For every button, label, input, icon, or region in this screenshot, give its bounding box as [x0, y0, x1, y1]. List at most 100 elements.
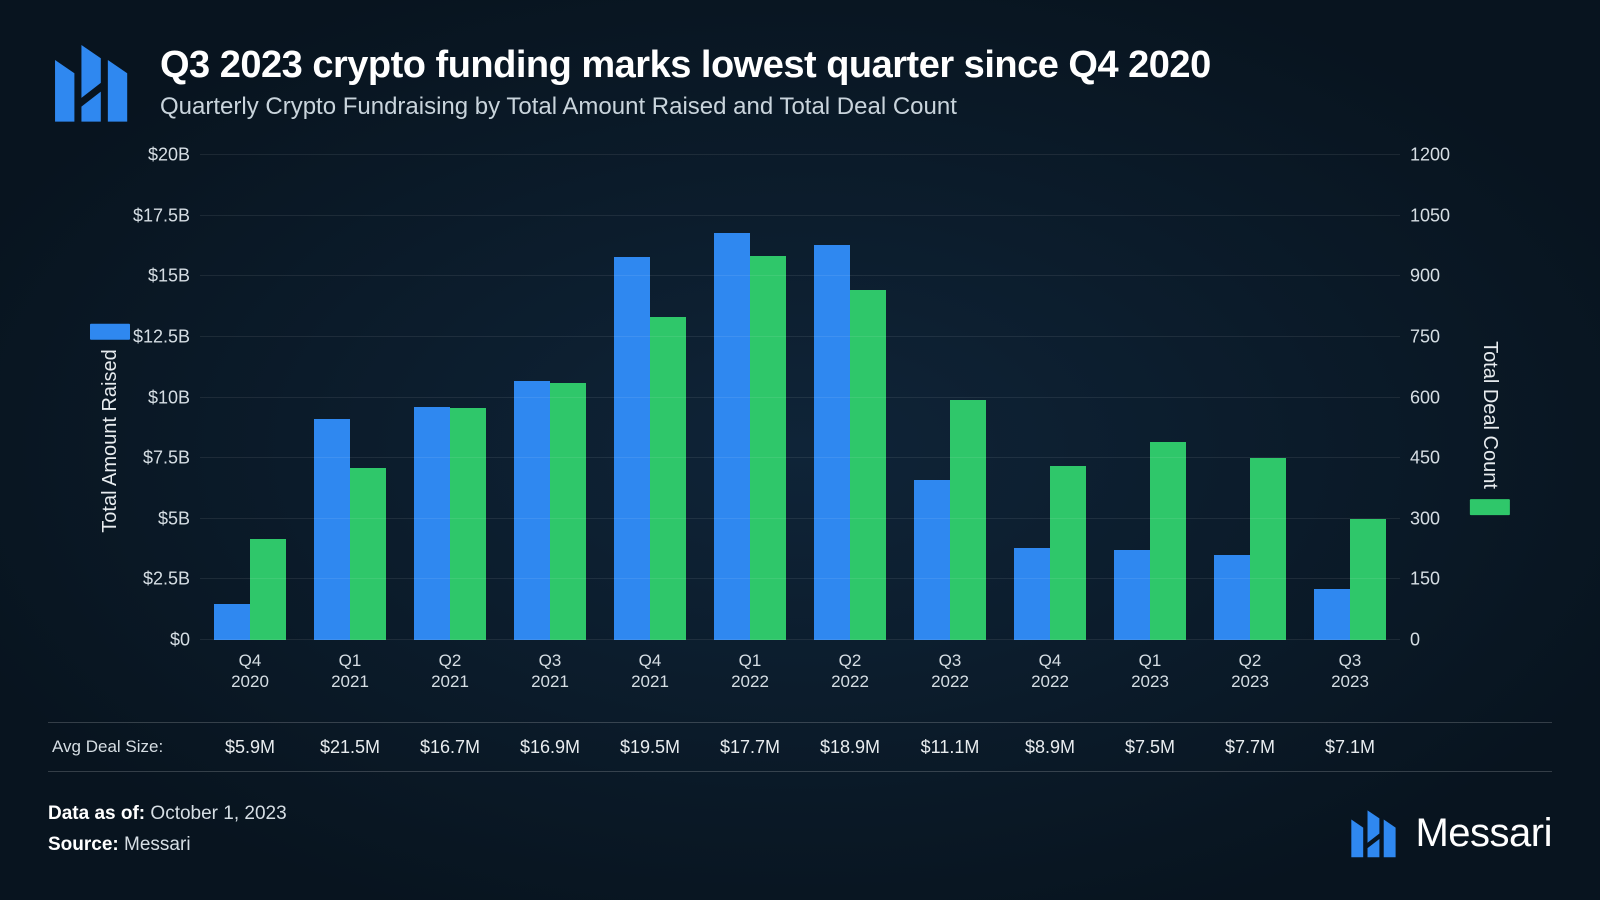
bar-deal-count [950, 400, 986, 640]
bar-group: Q12023 [1100, 155, 1200, 640]
source-label: Source: [48, 834, 119, 855]
avg-deal-size-cell: $5.9M [200, 737, 300, 758]
bar-group: Q42020 [200, 155, 300, 640]
chart: Total Amount Raised Total Deal Count Q42… [48, 155, 1552, 700]
chart-title: Q3 2023 crypto funding marks lowest quar… [160, 44, 1211, 87]
bar-amount-raised [1214, 555, 1250, 640]
bar-deal-count [1350, 519, 1386, 640]
bar-amount-raised [414, 407, 450, 640]
y-right-tick-label: 1050 [1410, 205, 1450, 226]
y-left-tick-label: $10B [148, 387, 190, 408]
y-right-tick-label: 0 [1410, 630, 1420, 651]
bar-group: Q22022 [800, 155, 900, 640]
x-category-label: Q22022 [800, 650, 900, 693]
y-left-tick-label: $17.5B [133, 205, 190, 226]
bar-group: Q42021 [600, 155, 700, 640]
gridline [200, 154, 1400, 155]
x-category-label: Q22023 [1200, 650, 1300, 693]
gridline [200, 518, 1400, 519]
avg-deal-size-cell: $21.5M [300, 737, 400, 758]
data-as-of-value: October 1, 2023 [150, 803, 286, 824]
avg-deal-size-cell: $19.5M [600, 737, 700, 758]
avg-deal-size-cell: $8.9M [1000, 737, 1100, 758]
legend-swatch-deals [1470, 498, 1510, 514]
y-left-tick-label: $7.5B [143, 448, 190, 469]
bar-amount-raised [614, 257, 650, 640]
bar-amount-raised [1114, 550, 1150, 640]
bar-amount-raised [214, 604, 250, 640]
footer-meta: Data as of: October 1, 2023 Source: Mess… [48, 799, 287, 860]
gridline [200, 457, 1400, 458]
bar-group: Q32021 [500, 155, 600, 640]
x-category-label: Q12022 [700, 650, 800, 693]
bar-group: Q22023 [1200, 155, 1300, 640]
x-category-label: Q32022 [900, 650, 1000, 693]
bar-deal-count [650, 317, 686, 640]
gridline [200, 275, 1400, 276]
y-axis-left-title: Total Amount Raised [90, 323, 130, 532]
x-category-label: Q32023 [1300, 650, 1400, 693]
bar-group: Q32022 [900, 155, 1000, 640]
source-value: Messari [124, 834, 191, 855]
bar-amount-raised [1014, 548, 1050, 640]
bar-amount-raised [914, 480, 950, 640]
y-left-tick-label: $20B [148, 145, 190, 166]
brand: Messari [1347, 806, 1552, 860]
avg-deal-size-cell: $7.1M [1300, 737, 1400, 758]
bar-amount-raised [814, 245, 850, 640]
gridline [200, 215, 1400, 216]
bar-deal-count [1150, 442, 1186, 640]
messari-brand-icon [1347, 806, 1401, 860]
bar-group: Q22021 [400, 155, 500, 640]
bar-deal-count [1050, 466, 1086, 640]
bar-amount-raised [1314, 589, 1350, 640]
y-right-tick-label: 300 [1410, 508, 1440, 529]
y-left-tick-label: $15B [148, 266, 190, 287]
bar-group: Q32023 [1300, 155, 1400, 640]
avg-deal-size-cell: $17.7M [700, 737, 800, 758]
gridline [200, 639, 1400, 640]
bar-deal-count [550, 383, 586, 640]
gridline [200, 578, 1400, 579]
data-as-of-label: Data as of: [48, 803, 145, 824]
x-category-label: Q42020 [200, 650, 300, 693]
bar-group: Q12022 [700, 155, 800, 640]
bar-group: Q12021 [300, 155, 400, 640]
avg-deal-size-label: Avg Deal Size: [48, 737, 200, 757]
y-right-tick-label: 1200 [1410, 145, 1450, 166]
header: Q3 2023 crypto funding marks lowest quar… [48, 38, 1552, 126]
bar-deal-count [1250, 458, 1286, 640]
bar-deal-count [250, 539, 286, 640]
legend-swatch-amount [90, 323, 130, 339]
y-right-tick-label: 600 [1410, 387, 1440, 408]
bar-group: Q42022 [1000, 155, 1100, 640]
bar-deal-count [750, 256, 786, 640]
y-axis-left-title-text: Total Amount Raised [99, 349, 122, 532]
y-left-tick-label: $5B [158, 508, 190, 529]
y-right-tick-label: 150 [1410, 569, 1440, 590]
y-axis-right-title: Total Deal Count [1470, 341, 1510, 515]
avg-deal-size-cell: $18.9M [800, 737, 900, 758]
bar-deal-count [450, 408, 486, 640]
bar-deal-count [350, 468, 386, 640]
y-right-tick-label: 750 [1410, 326, 1440, 347]
bar-amount-raised [514, 381, 550, 640]
avg-deal-size-row: Avg Deal Size: $5.9M$21.5M$16.7M$16.9M$1… [48, 722, 1552, 772]
gridline [200, 336, 1400, 337]
x-category-label: Q22021 [400, 650, 500, 693]
x-category-label: Q42021 [600, 650, 700, 693]
chart-subtitle: Quarterly Crypto Fundraising by Total Am… [160, 93, 1211, 121]
avg-deal-size-cell: $16.7M [400, 737, 500, 758]
y-left-tick-label: $0 [170, 630, 190, 651]
plot-area: Q42020Q12021Q22021Q32021Q42021Q12022Q220… [200, 155, 1400, 640]
x-category-label: Q32021 [500, 650, 600, 693]
y-right-tick-label: 900 [1410, 266, 1440, 287]
brand-name: Messari [1415, 811, 1552, 856]
x-category-label: Q12021 [300, 650, 400, 693]
y-right-tick-label: 450 [1410, 448, 1440, 469]
bar-amount-raised [314, 419, 350, 640]
avg-deal-size-values: $5.9M$21.5M$16.7M$16.9M$19.5M$17.7M$18.9… [200, 737, 1400, 758]
bar-deal-count [850, 290, 886, 640]
gridline [200, 397, 1400, 398]
avg-deal-size-cell: $7.5M [1100, 737, 1200, 758]
